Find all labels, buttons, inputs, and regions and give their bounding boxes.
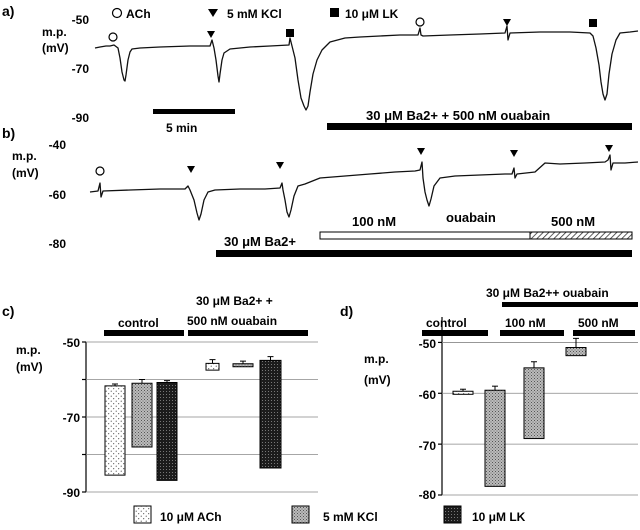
panel-d-plot (438, 317, 638, 496)
ouabain-label: ouabain (446, 210, 496, 225)
bar (452, 390, 474, 395)
bar (131, 382, 153, 448)
panel-a-ylabel-2: (mV) (42, 41, 69, 55)
group-control-label-d: control (426, 316, 467, 330)
panel-d-label: d) (340, 303, 353, 319)
panel-c: c) m.p. (mV) -50 -70 -90 control 30 μM B… (2, 294, 318, 500)
bar (259, 359, 282, 469)
panel-c-ylabel-1: m.p. (16, 343, 41, 357)
ba-bar (216, 250, 632, 257)
panel-b-ylabel-1: m.p. (12, 149, 37, 163)
bar (104, 385, 126, 476)
legend-circle-icon (111, 7, 123, 19)
legend-ach-text: ACh (126, 7, 151, 21)
panel-c-ytick: -90 (63, 486, 81, 500)
conc-500-label: 500 nM (551, 214, 595, 229)
scale-bar (153, 109, 235, 114)
legend-lk-label: 10 μM LK (472, 510, 526, 524)
treatment-label-a: 30 μM Ba2+ + 500 nM ouabain (366, 108, 550, 123)
bar (523, 367, 545, 440)
panel-b-ytick: -60 (49, 188, 67, 202)
panel-d-ylabel-1: m.p. (364, 352, 389, 366)
group-treat-label-1: 30 μM Ba2+ + (196, 294, 273, 308)
marker-circle-icon (108, 32, 118, 42)
scale-bar-label: 5 min (166, 121, 197, 135)
group-500-label: 500 nM (578, 316, 619, 330)
treatment-bar-a (327, 123, 632, 130)
marker-triangle-icon (276, 162, 284, 169)
panel-b-ytick: -80 (49, 237, 67, 251)
ba-label: 30 μM Ba2+ (224, 234, 296, 249)
panel-c-ytick: -70 (63, 411, 81, 425)
marker-triangle-icon (503, 19, 511, 26)
panel-b: b) m.p. (mV) -40 -60 -80 100 nM ouabain … (2, 125, 639, 257)
bar (232, 363, 254, 368)
panel-a: a) m.p. (mV) -50 -70 -90 ACh 5 mM KCl 10… (2, 3, 639, 135)
panel-d-ytick: -70 (419, 439, 437, 453)
marker-triangle-icon (510, 150, 518, 157)
bar (205, 362, 220, 371)
group-control-bar-c (104, 330, 184, 336)
panel-d-ytick: -50 (419, 337, 437, 351)
marker-square-icon (286, 29, 294, 37)
panel-a-ytick: -50 (72, 13, 90, 27)
panel-d-header: 30 μM Ba2++ ouabain (486, 286, 609, 300)
panel-b-label: b) (2, 125, 15, 141)
marker-circle-icon (95, 166, 105, 176)
trace-a (94, 25, 639, 111)
panel-c-plot (82, 341, 318, 493)
marker-triangle-icon (187, 166, 195, 173)
group-control-label-c: control (118, 316, 159, 330)
trace-b (89, 154, 639, 221)
group-control-bar-d (422, 330, 488, 336)
group-treat-bar-c (188, 330, 308, 336)
panel-c-label: c) (2, 303, 14, 319)
bottom-legend: 10 μM ACh 5 mM KCl 10 μM LK (133, 505, 526, 524)
marker-triangle-icon (605, 145, 613, 152)
bar (565, 347, 587, 357)
panel-b-ylabel-2: (mV) (12, 166, 39, 180)
group-treat-label-2: 500 nM ouabain (187, 314, 277, 328)
legend-kcl-label: 5 mM KCl (323, 510, 378, 524)
legend-ach-label: 10 μM ACh (160, 510, 222, 524)
bar (156, 382, 178, 481)
panel-a-ytick: -70 (72, 62, 90, 76)
group-500-bar (573, 330, 635, 336)
marker-square-icon (589, 19, 597, 27)
panel-c-ylabel-2: (mV) (16, 360, 43, 374)
legend-triangle-icon (208, 9, 218, 17)
bar (484, 389, 506, 487)
marker-triangle-icon (417, 148, 425, 155)
ouabain-500-bar (529, 231, 633, 240)
marker-circle-icon (415, 17, 425, 27)
ouabain-100-bar (319, 231, 531, 240)
legend-kcl-swatch (291, 505, 310, 524)
panel-a-ytick: -90 (72, 111, 90, 125)
panel-d-header-bar (502, 302, 638, 307)
panel-a-ylabel-1: m.p. (42, 25, 67, 39)
panel-d-ytick: -80 (419, 488, 437, 502)
panel-d-ytick: -60 (419, 388, 437, 402)
legend-square-icon (330, 8, 339, 17)
panel-d-ylabel-2: (mV) (364, 373, 391, 387)
group-100-bar (500, 330, 564, 336)
panel-b-ytick: -40 (49, 138, 67, 152)
panel-d: d) m.p. (mV) -50 -60 -70 -80 30 μM Ba2++… (340, 286, 638, 502)
legend-lk-swatch (443, 505, 462, 524)
legend-ach-swatch (133, 505, 152, 524)
legend-kcl-text: 5 mM KCl (227, 7, 282, 21)
legend-lk-text: 10 μM LK (345, 7, 399, 21)
group-100-label: 100 nM (505, 316, 546, 330)
conc-100-label: 100 nM (352, 214, 396, 229)
marker-triangle-icon (207, 31, 215, 38)
panel-a-label: a) (2, 3, 14, 19)
panel-c-ytick: -50 (63, 336, 81, 350)
